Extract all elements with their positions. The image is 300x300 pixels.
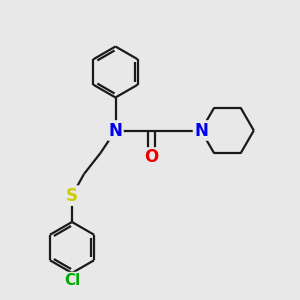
Text: Cl: Cl (64, 273, 80, 288)
Text: S: S (66, 187, 78, 205)
Text: N: N (194, 122, 208, 140)
Text: O: O (144, 148, 159, 166)
Text: N: N (109, 122, 122, 140)
